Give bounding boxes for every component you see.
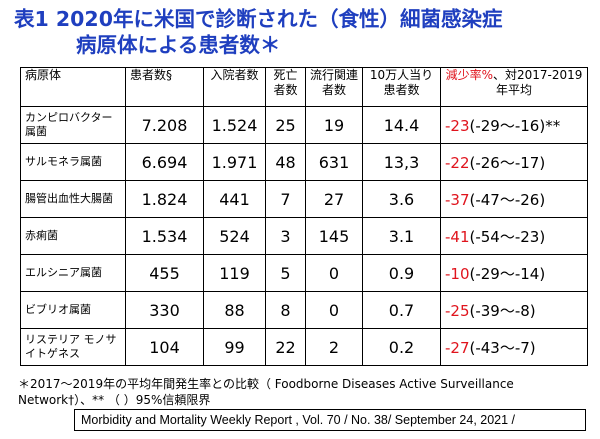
- cell-outbreak-related: 0: [305, 254, 363, 292]
- cell-per-100k: 14.4: [362, 106, 441, 144]
- cell-per-100k: 0.2: [362, 328, 441, 366]
- cell-deaths: 3: [265, 217, 306, 255]
- cell-pathogen: ビブリオ属菌: [20, 291, 126, 329]
- cell-decrease-rate: -41(-54～-23): [440, 217, 588, 255]
- cell-deaths: 22: [265, 328, 306, 366]
- table-row: サルモネラ属菌 6.694 1.971 48 631 13,3 -22(-26～…: [20, 143, 588, 181]
- cell-per-100k: 13,3: [362, 143, 441, 181]
- cell-cases: 6.694: [125, 143, 204, 181]
- cell-pathogen: 腸管出血性大腸菌: [20, 180, 126, 218]
- cell-hospitalized: 88: [203, 291, 266, 329]
- cell-deaths: 25: [265, 106, 306, 144]
- header-decrease-red: 減少率%: [445, 68, 493, 83]
- footnote: ＊2017～2019年の平均年間発生率との比較（ Foodborne Disea…: [18, 377, 514, 407]
- cell-hospitalized: 441: [203, 180, 266, 218]
- cell-outbreak-related: 631: [305, 143, 363, 181]
- decrease-ci: (-43～-7): [469, 338, 536, 357]
- header-deaths: 死亡者数: [265, 67, 306, 107]
- decrease-value: -25: [445, 301, 470, 320]
- cell-decrease-rate: -10(-29～-14): [440, 254, 588, 292]
- cell-per-100k: 0.7: [362, 291, 441, 329]
- cell-hospitalized: 524: [203, 217, 266, 255]
- header-hospitalized: 入院者数: [203, 67, 266, 107]
- decrease-value: -23: [445, 116, 470, 135]
- header-outbreak-related: 流行関連者数: [305, 67, 363, 107]
- decrease-value: -22: [445, 153, 470, 172]
- title-line-2: 病原体による患者数＊: [76, 33, 281, 57]
- decrease-ci: (-26～-17): [469, 153, 546, 172]
- cell-outbreak-related: 2: [305, 328, 363, 366]
- cell-pathogen: 赤痢菌: [20, 217, 126, 255]
- header-decrease-rate: 減少率%、対2017-2019年平均: [440, 67, 588, 107]
- decrease-ci: (-29～-16)**: [469, 116, 561, 135]
- header-pathogen: 病原体: [20, 67, 126, 107]
- slide-title: 表1 2020年に米国で診断された（食性）細菌感染症 病原体による患者数＊: [14, 6, 594, 58]
- cell-outbreak-related: 145: [305, 217, 363, 255]
- cell-deaths: 5: [265, 254, 306, 292]
- cell-per-100k: 0.9: [362, 254, 441, 292]
- cell-cases: 1.824: [125, 180, 204, 218]
- cell-outbreak-related: 19: [305, 106, 363, 144]
- table-row: ビブリオ属菌 330 88 8 0 0.7 -25(-39～-8): [20, 291, 588, 329]
- decrease-value: -37: [445, 190, 470, 209]
- decrease-value: -41: [445, 227, 470, 246]
- cell-decrease-rate: -37(-47～-26): [440, 180, 588, 218]
- header-per-100k: 10万人当り患者数: [362, 67, 441, 107]
- source-citation: Morbidity and Mortality Weekly Report , …: [74, 409, 586, 431]
- decrease-value: -10: [445, 264, 470, 283]
- title-line-1: 表1 2020年に米国で診断された（食性）細菌感染症: [14, 7, 503, 31]
- cell-hospitalized: 1.524: [203, 106, 266, 144]
- cell-pathogen: サルモネラ属菌: [20, 143, 126, 181]
- cell-deaths: 48: [265, 143, 306, 181]
- decrease-ci: (-29～-14): [469, 264, 546, 283]
- table-row: 赤痢菌 1.534 524 3 145 3.1 -41(-54～-23): [20, 217, 588, 255]
- cell-hospitalized: 99: [203, 328, 266, 366]
- cell-pathogen: リステリア モノサイトゲネス: [20, 328, 126, 366]
- cell-cases: 104: [125, 328, 204, 366]
- cell-hospitalized: 1.971: [203, 143, 266, 181]
- cell-pathogen: カンピロバクター属菌: [20, 106, 126, 144]
- header-cases: 患者数§: [125, 67, 204, 107]
- decrease-ci: (-47～-26): [469, 190, 546, 209]
- decrease-ci: (-39～-8): [469, 301, 536, 320]
- table-row: カンピロバクター属菌 7.208 1.524 25 19 14.4 -23(-2…: [20, 106, 588, 144]
- decrease-ci: (-54～-23): [469, 227, 546, 246]
- cell-outbreak-related: 27: [305, 180, 363, 218]
- pathogen-table: 病原体 患者数§ 入院者数 死亡者数 流行関連者数 10万人当り患者数 減少率%…: [20, 67, 588, 366]
- cell-cases: 1.534: [125, 217, 204, 255]
- cell-per-100k: 3.6: [362, 180, 441, 218]
- cell-decrease-rate: -23(-29～-16)**: [440, 106, 588, 144]
- cell-hospitalized: 119: [203, 254, 266, 292]
- table-header-row: 病原体 患者数§ 入院者数 死亡者数 流行関連者数 10万人当り患者数 減少率%…: [20, 67, 588, 107]
- table-row: リステリア モノサイトゲネス 104 99 22 2 0.2 -27(-43～-…: [20, 328, 588, 366]
- cell-deaths: 8: [265, 291, 306, 329]
- table-row: エルシニア属菌 455 119 5 0 0.9 -10(-29～-14): [20, 254, 588, 292]
- cell-decrease-rate: -27(-43～-7): [440, 328, 588, 366]
- cell-deaths: 7: [265, 180, 306, 218]
- cell-decrease-rate: -22(-26～-17): [440, 143, 588, 181]
- cell-per-100k: 3.1: [362, 217, 441, 255]
- cell-cases: 455: [125, 254, 204, 292]
- cell-pathogen: エルシニア属菌: [20, 254, 126, 292]
- decrease-value: -27: [445, 338, 470, 357]
- cell-outbreak-related: 0: [305, 291, 363, 329]
- cell-cases: 7.208: [125, 106, 204, 144]
- header-decrease-rest: 、対2017-2019年平均: [492, 68, 583, 98]
- table-row: 腸管出血性大腸菌 1.824 441 7 27 3.6 -37(-47～-26): [20, 180, 588, 218]
- cell-decrease-rate: -25(-39～-8): [440, 291, 588, 329]
- cell-cases: 330: [125, 291, 204, 329]
